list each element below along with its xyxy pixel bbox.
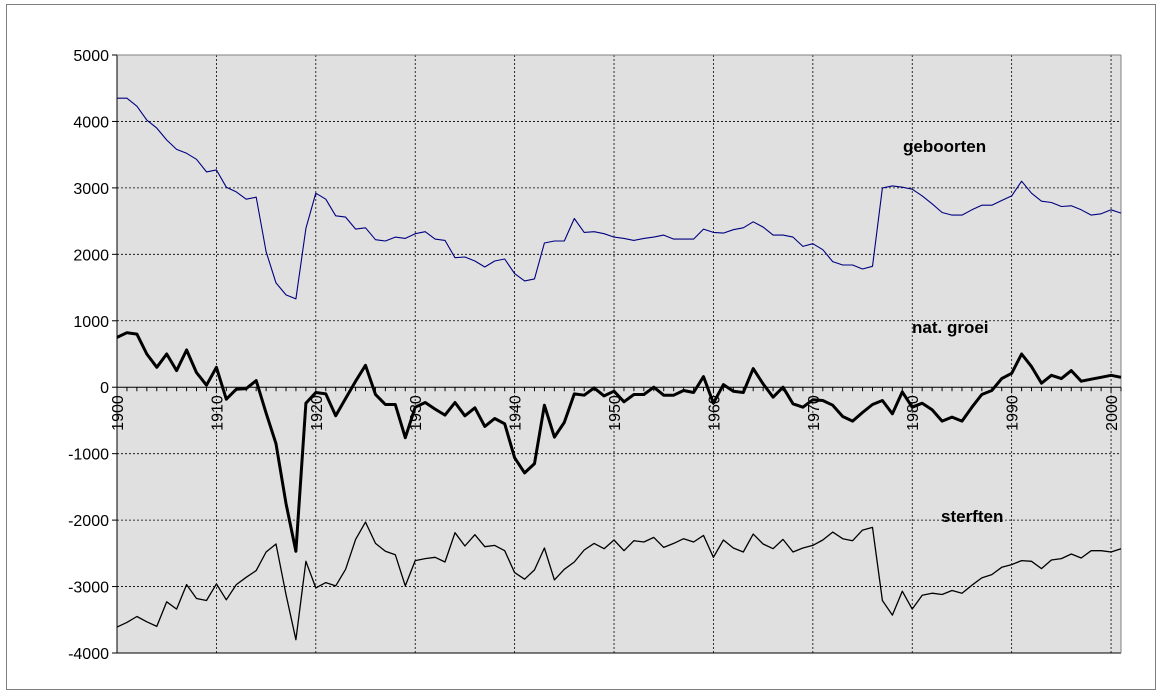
label-sterften: sterften — [941, 507, 1003, 526]
x-tick-label: 1910 — [209, 395, 226, 431]
y-tick-label: 0 — [100, 380, 109, 397]
label-geboorten: geboorten — [903, 137, 986, 156]
y-tick-label: -4000 — [68, 646, 109, 663]
series-line-geboorten — [117, 97, 1122, 300]
x-tick-label: 2000 — [1104, 395, 1121, 431]
x-tick-label: 1900 — [110, 395, 127, 431]
y-tick-label: 4000 — [73, 114, 109, 131]
y-tick-label: 5000 — [73, 48, 109, 65]
plot-area — [117, 55, 1121, 653]
series-line-sterften — [116, 521, 1122, 641]
y-tick-label: 2000 — [73, 247, 109, 264]
y-tick-label: -2000 — [68, 513, 109, 530]
y-tick-label: 3000 — [73, 181, 109, 198]
x-tick-label: 1940 — [508, 395, 525, 431]
x-tick-label: 1920 — [309, 395, 326, 431]
y-tick-label: -1000 — [68, 447, 109, 464]
y-tick-label: 1000 — [73, 314, 109, 331]
x-tick-label: 1980 — [905, 395, 922, 431]
x-tick-label: 1960 — [706, 395, 723, 431]
y-tick-label: -3000 — [68, 580, 109, 597]
series-line-nat-groei — [116, 331, 1122, 553]
label-nat-groei: nat. groei — [912, 318, 989, 337]
x-tick-label: 1930 — [408, 395, 425, 431]
x-tick-label: 1970 — [806, 395, 823, 431]
x-tick-label: 1990 — [1005, 395, 1022, 431]
x-tick-label: 1950 — [607, 395, 624, 431]
